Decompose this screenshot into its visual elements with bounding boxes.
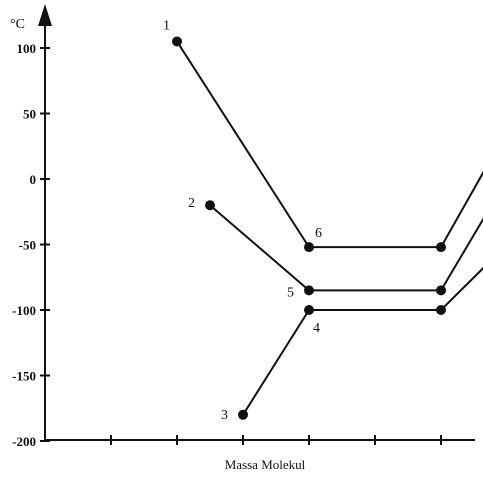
series-number-label: 3 (221, 408, 228, 423)
series-number-label: 4 (313, 321, 320, 336)
axes: °C Massa Molekul (10, 4, 475, 472)
y-tick-label: -100 (12, 303, 36, 318)
series-layer (172, 36, 483, 420)
y-tick-label: 0 (30, 172, 37, 187)
y-axis-arrow-icon (38, 4, 52, 26)
y-axis-label: °C (10, 17, 25, 32)
series-number-label: 6 (315, 226, 322, 241)
series-number-label: 5 (287, 285, 294, 300)
x-ticks (110, 435, 442, 445)
x-axis-label: Massa Molekul (225, 457, 306, 472)
data-point (304, 285, 314, 296)
data-point (436, 242, 446, 253)
series-number-label: 2 (188, 196, 195, 211)
y-ticks: 100 50 0 -50 -100 -150 -200 (12, 41, 50, 449)
series-line-3 (242, 266, 483, 416)
data-point (205, 200, 215, 211)
y-tick-label: 100 (17, 41, 37, 56)
data-point (436, 285, 446, 296)
series-line-2 (209, 204, 483, 292)
data-point (436, 305, 446, 315)
data-point (304, 242, 314, 253)
data-point (304, 305, 314, 315)
data-point (238, 409, 248, 420)
y-tick-label: 50 (23, 107, 36, 122)
y-tick-label: -200 (12, 434, 36, 449)
y-tick-label: -150 (12, 369, 36, 384)
series-number-label: 1 (163, 18, 170, 33)
series-line-1 (176, 40, 483, 249)
y-tick-label: -50 (19, 238, 36, 253)
annotation-layer: 1 2 3 4 5 6 (163, 18, 322, 422)
data-point (172, 36, 182, 47)
